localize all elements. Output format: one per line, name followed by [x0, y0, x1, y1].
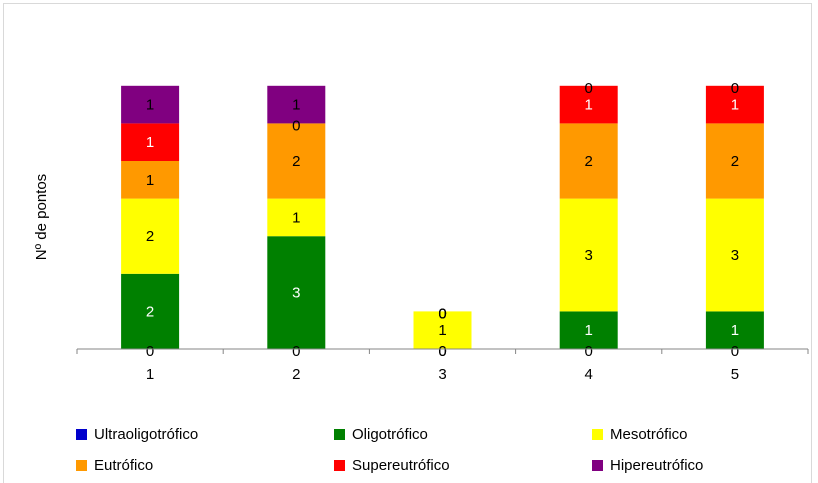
bar-segment — [705, 311, 764, 349]
data-label: 1 — [146, 97, 154, 114]
data-label: 0 — [146, 343, 154, 360]
bar-segment — [559, 311, 618, 349]
data-label: 1 — [585, 322, 593, 339]
x-tick-label: 1 — [146, 366, 154, 383]
bar-segment — [121, 85, 180, 124]
data-label: 1 — [146, 172, 154, 189]
bar-segment — [267, 123, 326, 199]
data-label: 0 — [731, 343, 739, 360]
bars-layer — [121, 85, 764, 349]
data-label: 2 — [585, 153, 593, 170]
data-label: 0 — [585, 343, 593, 360]
bar-segment — [413, 311, 472, 349]
data-label: 2 — [731, 153, 739, 170]
legend-label: Mesotrófico — [610, 426, 688, 443]
data-label: 1 — [585, 97, 593, 114]
x-tick-label: 2 — [292, 366, 300, 383]
data-label: 0 — [438, 305, 446, 322]
x-tick-label: 4 — [585, 366, 593, 383]
x-tick-label: 5 — [731, 366, 739, 383]
data-label: 0 — [292, 343, 300, 360]
bar-segment — [267, 236, 326, 349]
legend-swatch — [592, 460, 603, 471]
data-label: 2 — [146, 303, 154, 320]
bar-segment — [705, 85, 764, 124]
data-label: 1 — [292, 209, 300, 226]
data-label: 0 — [731, 80, 739, 97]
data-label: 0 — [438, 343, 446, 360]
bar-segment — [121, 123, 180, 161]
legend-label: Ultraoligotrófico — [94, 426, 198, 443]
legend-label: Oligotrófico — [352, 426, 428, 443]
legend-label: Supereutrófico — [352, 457, 450, 474]
bar-segment — [705, 198, 764, 312]
data-label: 0 — [438, 305, 446, 322]
data-label: 2 — [292, 153, 300, 170]
data-label: 1 — [146, 134, 154, 151]
data-label: 0 — [585, 80, 593, 97]
legend-swatch — [76, 460, 87, 471]
legend-swatch — [334, 460, 345, 471]
legend-label: Eutrófico — [94, 457, 153, 474]
data-label: 1 — [292, 97, 300, 114]
data-label: 1 — [438, 322, 446, 339]
data-label: 0 — [438, 343, 446, 360]
y-axis-label: Nº de pontos — [33, 174, 50, 260]
data-label: 3 — [292, 285, 300, 302]
bar-segment — [267, 198, 326, 237]
data-label: 3 — [731, 247, 739, 264]
legend-label: Hipereutrófico — [610, 457, 703, 474]
bar-segment — [559, 198, 618, 312]
data-label: 0 — [292, 117, 300, 134]
x-tick-label: 3 — [438, 366, 446, 383]
legend-swatch — [592, 429, 603, 440]
data-label: 1 — [731, 322, 739, 339]
legend-swatch — [76, 429, 87, 440]
data-label: 0 — [438, 305, 446, 322]
bar-segment — [267, 85, 326, 124]
bar-segment — [121, 161, 180, 199]
data-label: 1 — [731, 97, 739, 114]
bar-segment — [705, 123, 764, 199]
bar-segment — [121, 198, 180, 274]
bar-segment — [121, 273, 180, 349]
bar-segment — [559, 123, 618, 199]
legend: Ultraoligotrófico Oligotrófico Mesotrófico… — [76, 426, 703, 474]
data-label: 2 — [146, 228, 154, 245]
x-ticks-layer: 1 2 3 4 5 — [76, 349, 809, 383]
legend-swatch — [334, 429, 345, 440]
bar-segment — [559, 85, 618, 124]
data-label: 3 — [585, 247, 593, 264]
